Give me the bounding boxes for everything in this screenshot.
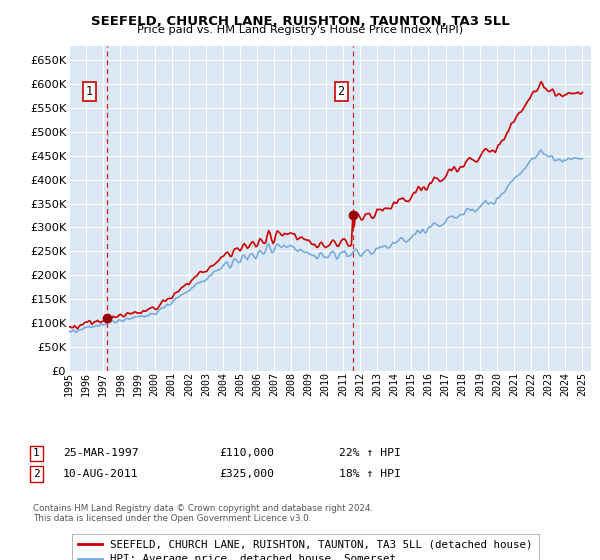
Text: £325,000: £325,000: [219, 469, 274, 479]
Legend: SEEFELD, CHURCH LANE, RUISHTON, TAUNTON, TA3 5LL (detached house), HPI: Average : SEEFELD, CHURCH LANE, RUISHTON, TAUNTON,…: [72, 534, 539, 560]
Text: 1: 1: [86, 85, 93, 98]
Text: 25-MAR-1997: 25-MAR-1997: [63, 449, 139, 459]
Text: 22% ↑ HPI: 22% ↑ HPI: [339, 449, 401, 459]
Text: SEEFELD, CHURCH LANE, RUISHTON, TAUNTON, TA3 5LL: SEEFELD, CHURCH LANE, RUISHTON, TAUNTON,…: [91, 15, 509, 27]
Text: 18% ↑ HPI: 18% ↑ HPI: [339, 469, 401, 479]
Text: Price paid vs. HM Land Registry's House Price Index (HPI): Price paid vs. HM Land Registry's House …: [137, 25, 463, 35]
Text: 10-AUG-2011: 10-AUG-2011: [63, 469, 139, 479]
Text: 1: 1: [33, 449, 40, 459]
Text: Contains HM Land Registry data © Crown copyright and database right 2024.
This d: Contains HM Land Registry data © Crown c…: [33, 504, 373, 524]
Text: £110,000: £110,000: [219, 449, 274, 459]
Text: 2: 2: [338, 85, 344, 98]
Text: 2: 2: [33, 469, 40, 479]
